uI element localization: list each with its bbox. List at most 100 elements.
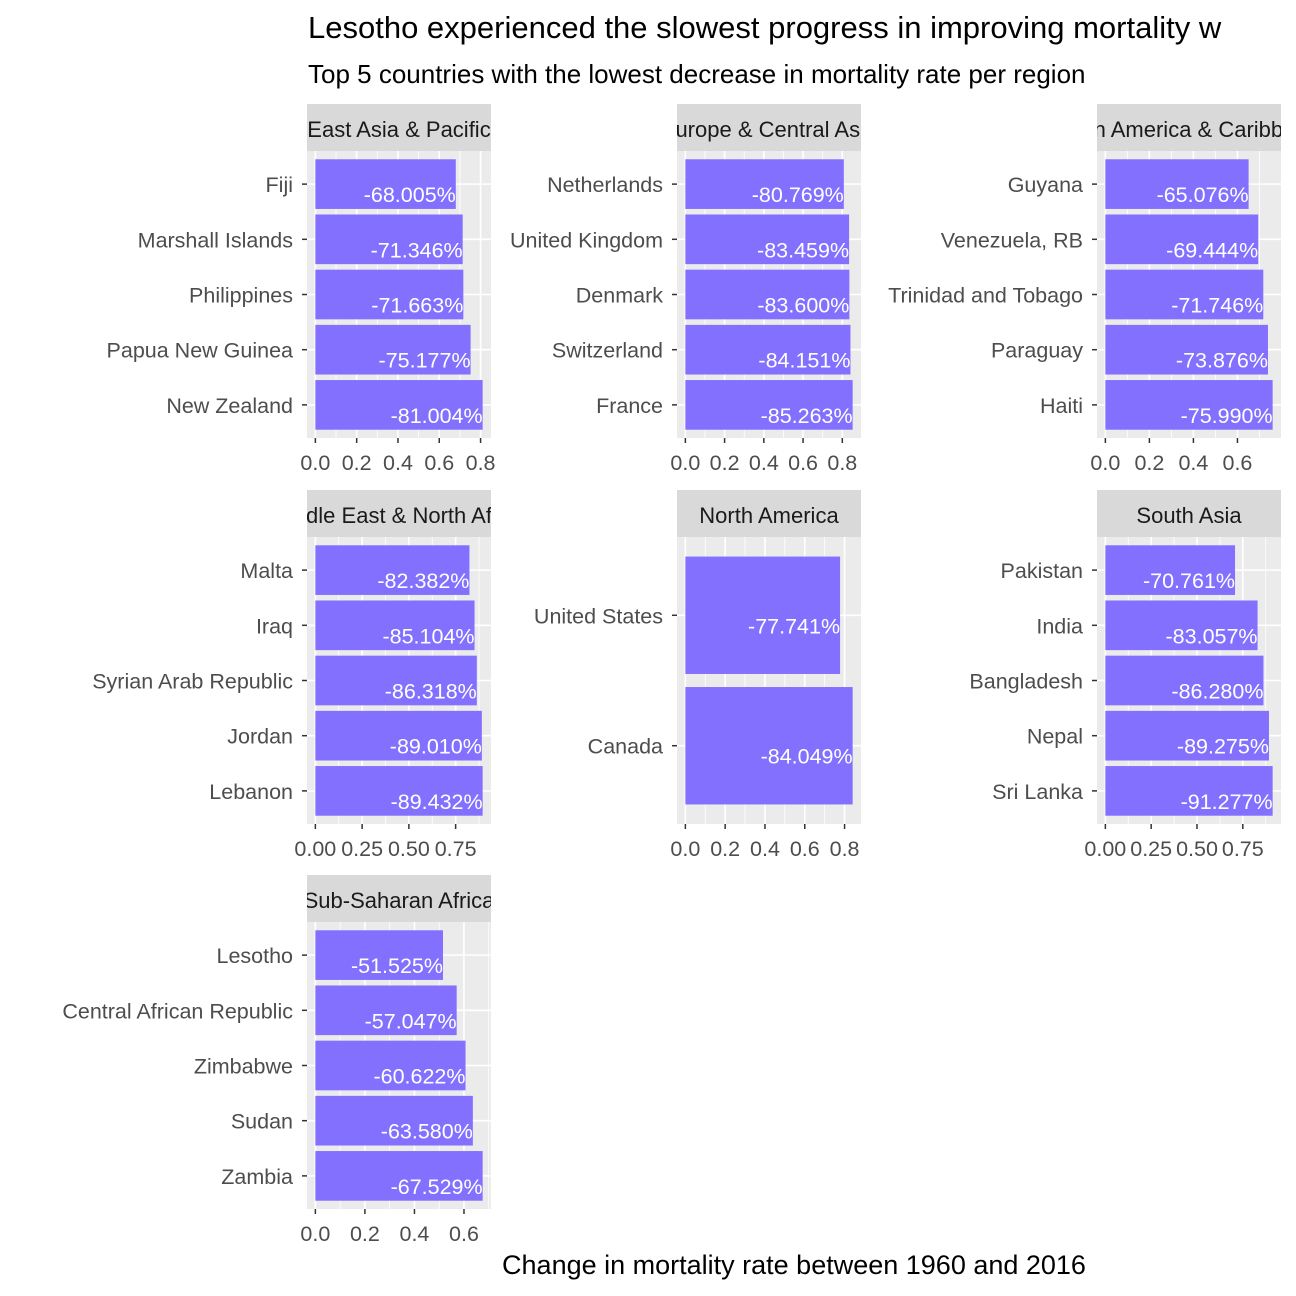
facet-panel: North America -77.741% United States -84.04…: [534, 490, 861, 861]
bar: [315, 655, 477, 706]
facet-panel: Middle East & North Africa -82.382% Malta -…: [92, 490, 529, 861]
chart-subtitle: Top 5 countries with the lowest decrease…: [308, 59, 1086, 89]
data-label: -71.663%: [371, 294, 463, 318]
bar: [685, 324, 851, 375]
bar: [685, 687, 853, 805]
bar: [685, 159, 844, 209]
x-tick-label: 0.25: [1130, 837, 1172, 861]
data-label: -86.280%: [1171, 680, 1263, 704]
x-tick-label: 0.00: [1084, 837, 1126, 861]
bar: [315, 324, 471, 375]
data-label: -51.525%: [351, 954, 443, 978]
data-label: -89.432%: [391, 790, 483, 814]
data-label: -85.263%: [761, 404, 853, 428]
data-label: -60.622%: [373, 1065, 465, 1089]
data-label: -73.876%: [1176, 349, 1268, 373]
strip-label: East Asia & Pacific: [307, 117, 490, 142]
category-label: Lebanon: [209, 780, 293, 804]
category-label: Central African Republic: [62, 999, 293, 1023]
category-label: Marshall Islands: [138, 228, 293, 252]
bar: [315, 600, 475, 651]
bar: [315, 380, 483, 430]
category-label: Denmark: [576, 284, 663, 308]
chart-title: Lesotho experienced the slowest progress…: [308, 10, 1222, 45]
bar: [315, 1040, 466, 1091]
data-label: -65.076%: [1157, 183, 1249, 207]
data-label: -69.444%: [1166, 238, 1258, 262]
bar: [315, 159, 456, 209]
x-tick-label: 0.2: [1134, 451, 1164, 475]
category-label: Netherlands: [547, 173, 663, 197]
bar: [1105, 655, 1264, 706]
category-label: New Zealand: [166, 394, 293, 418]
data-label: -63.580%: [381, 1120, 473, 1144]
bar: [1105, 600, 1258, 651]
x-tick-label: 0.2: [710, 451, 740, 475]
x-tick-label: 0.50: [1176, 837, 1218, 861]
data-label: -57.047%: [365, 1009, 457, 1033]
strip-background: [1097, 104, 1281, 151]
strip-background: [1097, 490, 1281, 537]
category-label: France: [596, 394, 663, 418]
data-label: -71.346%: [371, 238, 463, 262]
x-tick-label: 0.0: [1090, 451, 1120, 475]
bar: [315, 930, 443, 980]
strip-label: Europe & Central Asia: [661, 117, 878, 142]
bar: [1105, 269, 1264, 320]
category-label: India: [1036, 614, 1083, 638]
category-label: Trinidad and Tobago: [888, 284, 1083, 308]
data-label: -91.277%: [1181, 790, 1273, 814]
bar: [685, 556, 841, 674]
bar: [685, 269, 850, 320]
bar: [1105, 710, 1269, 761]
bar: [315, 985, 457, 1036]
category-label: Switzerland: [552, 339, 663, 363]
x-tick-label: 0.25: [341, 837, 383, 861]
bar: [685, 380, 853, 430]
data-label: -85.104%: [382, 624, 474, 648]
x-tick-label: 0.4: [750, 837, 780, 861]
x-tick-label: 0.8: [827, 451, 857, 475]
category-label: Guyana: [1008, 173, 1083, 197]
x-tick-label: 0.2: [350, 1222, 380, 1246]
bar: [315, 545, 470, 595]
data-label: -84.151%: [758, 349, 850, 373]
category-label: Syrian Arab Republic: [92, 670, 293, 694]
category-label: Zambia: [221, 1165, 293, 1189]
x-tick-label: 0.75: [435, 837, 477, 861]
category-label: Nepal: [1027, 725, 1083, 749]
strip-background: [677, 490, 861, 537]
facet-panel: Europe & Central Asia -80.769% Netherlands…: [510, 104, 878, 475]
data-label: -71.746%: [1171, 294, 1263, 318]
category-label: Bangladesh: [969, 670, 1083, 694]
data-label: -81.004%: [391, 404, 483, 428]
category-label: Sri Lanka: [992, 780, 1083, 804]
category-label: Haiti: [1040, 394, 1083, 418]
data-label: -75.990%: [1181, 404, 1273, 428]
category-label: Philippines: [189, 284, 293, 308]
x-tick-label: 0.2: [342, 451, 372, 475]
facet-panel: South Asia -70.761% Pakistan -83.057% India -…: [969, 490, 1281, 861]
bar: [1105, 159, 1249, 209]
x-tick-label: 0.8: [830, 837, 860, 861]
data-label: -80.769%: [752, 183, 844, 207]
bar: [315, 1095, 473, 1146]
x-axis-label: Change in mortality rate between 1960 an…: [502, 1250, 1086, 1280]
x-tick-label: 0.0: [670, 837, 700, 861]
x-tick-label: 0.6: [790, 837, 820, 861]
data-label: -83.600%: [757, 294, 849, 318]
data-label: -83.459%: [757, 238, 849, 262]
bar: [1105, 324, 1268, 375]
x-tick-label: 0.0: [300, 451, 330, 475]
data-label: -84.049%: [761, 745, 853, 769]
category-label: Jordan: [227, 725, 293, 749]
strip-label: Middle East & North Africa: [271, 503, 529, 528]
bar: [685, 214, 850, 265]
x-tick-label: 0.6: [788, 451, 818, 475]
data-label: -83.057%: [1166, 624, 1258, 648]
category-label: Papua New Guinea: [107, 339, 293, 363]
bar: [315, 766, 483, 816]
category-label: Lesotho: [216, 944, 293, 968]
x-tick-label: 0.6: [449, 1222, 479, 1246]
x-tick-label: 0.0: [670, 451, 700, 475]
